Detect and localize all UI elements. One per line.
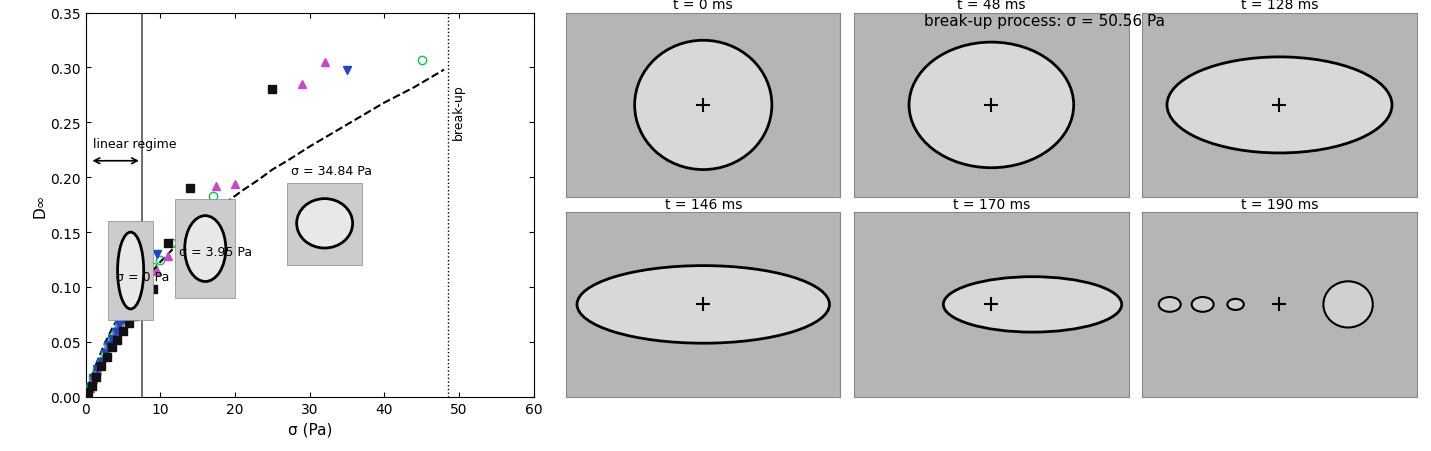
Title: t = 128 ms: t = 128 ms [1241,0,1318,12]
Text: linear regime: linear regime [93,138,177,151]
Title: t = 146 ms: t = 146 ms [664,198,741,212]
Ellipse shape [185,216,226,282]
Ellipse shape [296,199,352,249]
Text: σ = 3.95 Pa: σ = 3.95 Pa [179,246,252,259]
FancyBboxPatch shape [176,200,235,298]
Title: t = 190 ms: t = 190 ms [1241,198,1318,212]
Text: σ = 34.84 Pa: σ = 34.84 Pa [290,165,372,178]
Ellipse shape [117,233,143,309]
Ellipse shape [1228,299,1244,310]
Title: t = 0 ms: t = 0 ms [674,0,733,12]
Text: break-up: break-up [452,84,465,140]
Text: break-up process: σ = 50.56 Pa: break-up process: σ = 50.56 Pa [924,14,1165,28]
Ellipse shape [1324,282,1372,328]
Ellipse shape [577,266,830,343]
Title: t = 170 ms: t = 170 ms [953,198,1030,212]
Ellipse shape [943,277,1122,332]
Ellipse shape [1159,297,1181,312]
Text: σ = 0 Pa: σ = 0 Pa [116,270,169,283]
FancyBboxPatch shape [109,221,153,320]
Ellipse shape [1168,58,1392,154]
Ellipse shape [909,43,1073,168]
X-axis label: σ (Pa): σ (Pa) [288,421,332,436]
FancyBboxPatch shape [288,183,362,266]
Title: t = 48 ms: t = 48 ms [957,0,1026,12]
Y-axis label: D∞: D∞ [33,193,47,217]
Ellipse shape [1192,297,1213,312]
Ellipse shape [634,41,771,170]
